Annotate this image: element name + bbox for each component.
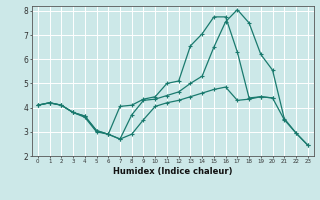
X-axis label: Humidex (Indice chaleur): Humidex (Indice chaleur) xyxy=(113,167,233,176)
